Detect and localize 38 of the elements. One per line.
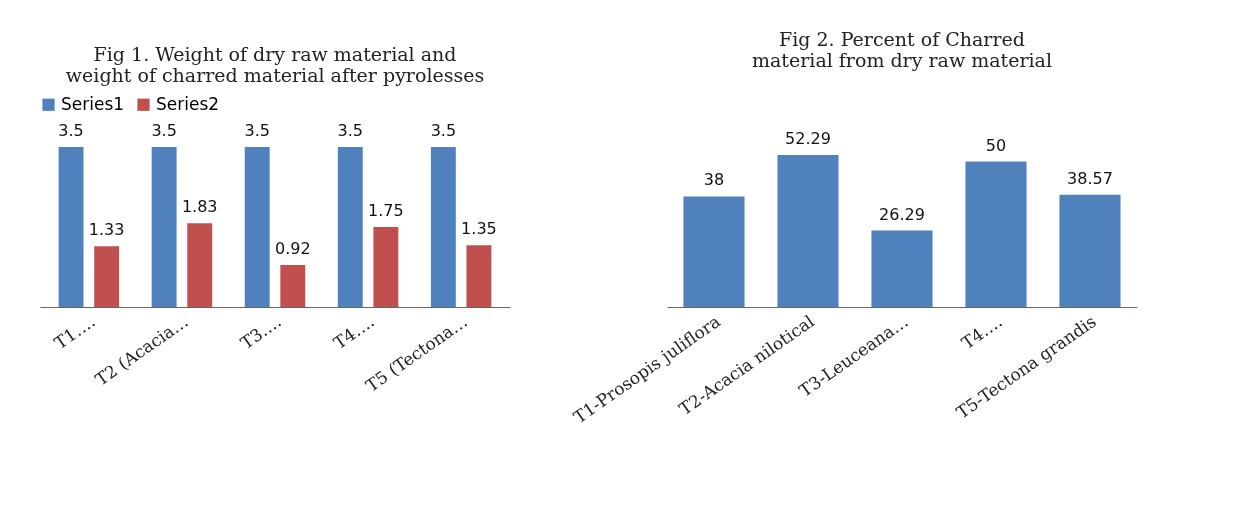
bar: [430, 147, 456, 307]
chart-title: Fig 2. Percent of Charred material from dry raw material: [752, 27, 1052, 71]
data-label: 1.75: [368, 201, 404, 220]
x-tick-label: T4….: [957, 311, 1006, 353]
x-tick-label: T1….: [50, 311, 99, 353]
legend-label: Series1: [61, 93, 125, 114]
data-label: 3.5: [151, 121, 177, 140]
data-label: 38.57: [1067, 168, 1113, 188]
data-label: 1.33: [88, 220, 125, 240]
bar: [871, 230, 933, 307]
x-tick-label: T4….: [329, 311, 378, 353]
bar: [466, 245, 492, 307]
data-label: 26.29: [879, 204, 925, 224]
data-label: 0.92: [274, 238, 311, 258]
data-label: 50: [985, 135, 1007, 155]
legend-label: Series2: [156, 93, 220, 114]
chart-title: Fig 1. Weight of dry raw material and weight of charred material after pyrolesses: [65, 43, 485, 86]
bar: [683, 196, 745, 307]
data-label: 1.35: [461, 219, 497, 239]
bar: [1059, 194, 1121, 307]
data-label: 3.5: [244, 121, 270, 140]
bar: [373, 227, 399, 307]
bar: [965, 161, 1027, 307]
bar: [187, 223, 213, 307]
bar: [94, 246, 120, 307]
bar: [151, 147, 177, 307]
data-label: 3.5: [337, 121, 363, 140]
bar: [337, 147, 363, 307]
data-label: 3.5: [430, 121, 457, 140]
data-label: 38: [703, 170, 725, 190]
data-label: 52.29: [785, 128, 831, 148]
bar: [777, 154, 839, 307]
bar: [280, 264, 306, 307]
data-label: 3.5: [58, 121, 84, 140]
bar: [58, 147, 84, 307]
data-label: 1.83: [181, 197, 218, 217]
x-tick-label: T3….: [236, 311, 285, 353]
bar: [244, 147, 270, 307]
